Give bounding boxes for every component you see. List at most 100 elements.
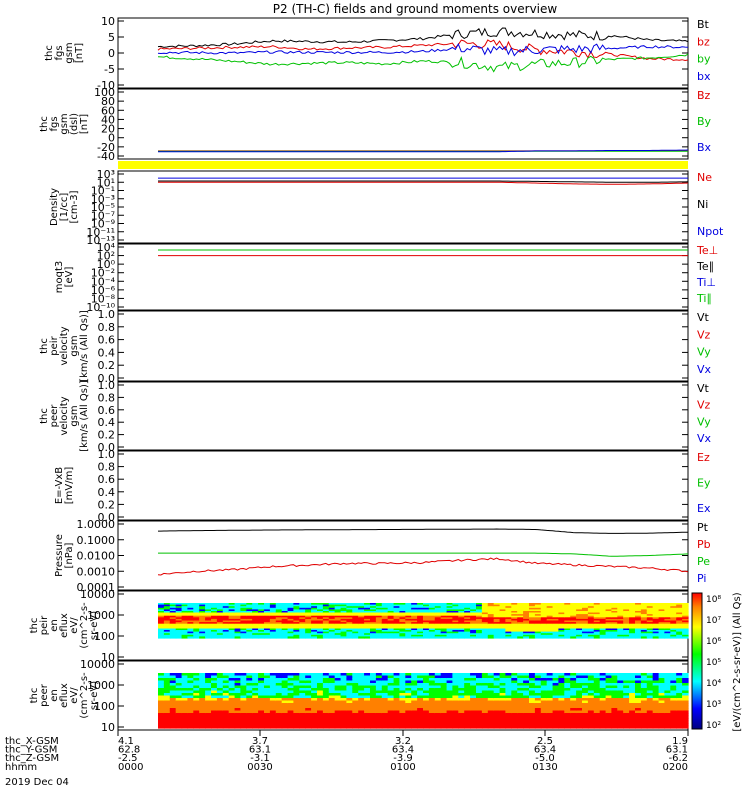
spectrogram-cell xyxy=(640,708,648,712)
spectrogram-cell xyxy=(670,673,677,677)
spectrogram-cell xyxy=(517,705,524,709)
spectrogram-cell xyxy=(505,631,512,634)
spectrogram-cell xyxy=(381,710,389,714)
spectrogram-cell xyxy=(564,693,571,697)
spectrogram-cell xyxy=(470,690,477,694)
spectrogram-cell xyxy=(340,626,348,630)
y-axis-label: (cm^2-s- xyxy=(79,602,90,649)
spectrogram-cell xyxy=(228,688,236,692)
spectrogram-cell xyxy=(387,713,395,717)
spectrogram-cell xyxy=(364,713,371,717)
spectrogram-cell xyxy=(393,612,401,615)
spectrogram-cell xyxy=(493,633,501,636)
spectrogram-cell xyxy=(411,680,418,684)
spectrogram-cell xyxy=(552,678,560,682)
spectrogram-cell xyxy=(576,615,583,618)
spectrogram-cell xyxy=(211,698,218,702)
spectrogram-cell xyxy=(458,636,465,639)
spectrogram-cell xyxy=(381,683,389,687)
spectrogram-cell xyxy=(364,622,371,625)
spectrogram-cell xyxy=(617,690,624,694)
spectrogram-cell xyxy=(587,617,595,620)
spectrogram-cell xyxy=(387,623,395,626)
spectrogram-cell xyxy=(599,675,607,679)
spectrogram-cell xyxy=(446,626,454,630)
spectrogram-cell xyxy=(328,625,336,628)
legend-item-Bt: Bt xyxy=(697,18,710,31)
spectrogram-cell xyxy=(599,693,607,697)
spectrogram-cell xyxy=(570,725,577,729)
spectrogram-cell xyxy=(387,636,395,639)
spectrogram-cell xyxy=(193,723,200,727)
spectrogram-cell xyxy=(181,725,189,729)
spectrogram-cell xyxy=(623,636,630,639)
spectrogram-cell xyxy=(269,604,277,607)
spectrogram-cell xyxy=(623,614,630,617)
spectrogram-cell xyxy=(517,678,524,682)
spectrogram-cell xyxy=(646,630,654,633)
spectrogram-cell xyxy=(587,713,595,717)
spectrogram-cell xyxy=(635,678,642,682)
spectrogram-cell xyxy=(199,604,206,607)
spectrogram-cell xyxy=(529,636,536,639)
spectrogram-cell xyxy=(393,675,401,679)
spectrogram-cell xyxy=(417,607,424,610)
spectrogram-cell xyxy=(264,693,271,697)
spectrogram-cell xyxy=(187,618,194,622)
spectrogram-cell xyxy=(405,683,412,687)
spectrogram-cell xyxy=(599,713,607,717)
spectrogram-cell xyxy=(552,725,560,729)
spectrogram-cell xyxy=(587,710,595,714)
spectrogram-cell xyxy=(458,720,465,724)
spectrogram-cell xyxy=(387,700,395,704)
spectrogram-cell xyxy=(446,612,454,615)
spectrogram-cell xyxy=(393,623,401,626)
spectrogram-cell xyxy=(240,611,247,614)
spectrogram-cell xyxy=(605,625,613,628)
spectrogram-cell xyxy=(269,680,277,684)
spectrogram-cell xyxy=(428,614,436,617)
spectrogram-cell xyxy=(640,680,648,684)
spectrogram-cell xyxy=(375,673,383,677)
spectrogram-cell xyxy=(187,698,194,702)
spectrogram-cell xyxy=(434,622,442,625)
spectrogram-cell xyxy=(228,680,236,684)
spectrogram-cell xyxy=(423,680,430,684)
spectrogram-cell xyxy=(275,723,283,727)
spectrogram-cell xyxy=(605,622,613,625)
spectrogram-cell xyxy=(670,636,677,639)
spectrogram-cell xyxy=(487,725,495,729)
spectrogram-cell xyxy=(211,713,218,717)
spectrogram-cell xyxy=(487,708,495,712)
spectrogram-cell xyxy=(346,607,353,610)
spectrogram-cell xyxy=(281,710,289,714)
spectrogram-cell xyxy=(417,611,424,614)
spectrogram-cell xyxy=(246,626,253,630)
spectrogram-cell xyxy=(252,625,259,628)
spectrogram-cell xyxy=(375,698,383,702)
spectrogram-cell xyxy=(269,614,277,617)
spectrogram-cell xyxy=(640,614,648,617)
spectrogram-cell xyxy=(434,603,442,606)
spectrogram-cell xyxy=(352,626,359,630)
spectrogram-cell xyxy=(417,617,424,620)
spectrogram-cell xyxy=(275,680,283,684)
spectrogram-cell xyxy=(205,631,212,634)
spectrogram-cell xyxy=(187,611,194,614)
spectrogram-cell xyxy=(287,720,295,724)
spectrogram-cell xyxy=(523,614,530,617)
spectrogram-cell xyxy=(481,718,489,722)
spectrogram-cell xyxy=(511,614,518,617)
spectrogram-cell xyxy=(275,688,283,692)
spectrogram-cell xyxy=(193,690,200,694)
spectrogram-cell xyxy=(305,720,312,724)
spectrogram-cell xyxy=(340,680,348,684)
spectrogram-cell xyxy=(258,607,265,610)
spectrogram-cell xyxy=(417,720,424,724)
spectrogram-cell xyxy=(275,715,283,719)
spectrogram-cell xyxy=(664,607,671,610)
spectrogram-cell xyxy=(428,625,436,628)
spectrogram-cell xyxy=(493,693,501,697)
spectrogram-cell xyxy=(517,607,524,610)
spectrogram-cell xyxy=(293,622,300,625)
